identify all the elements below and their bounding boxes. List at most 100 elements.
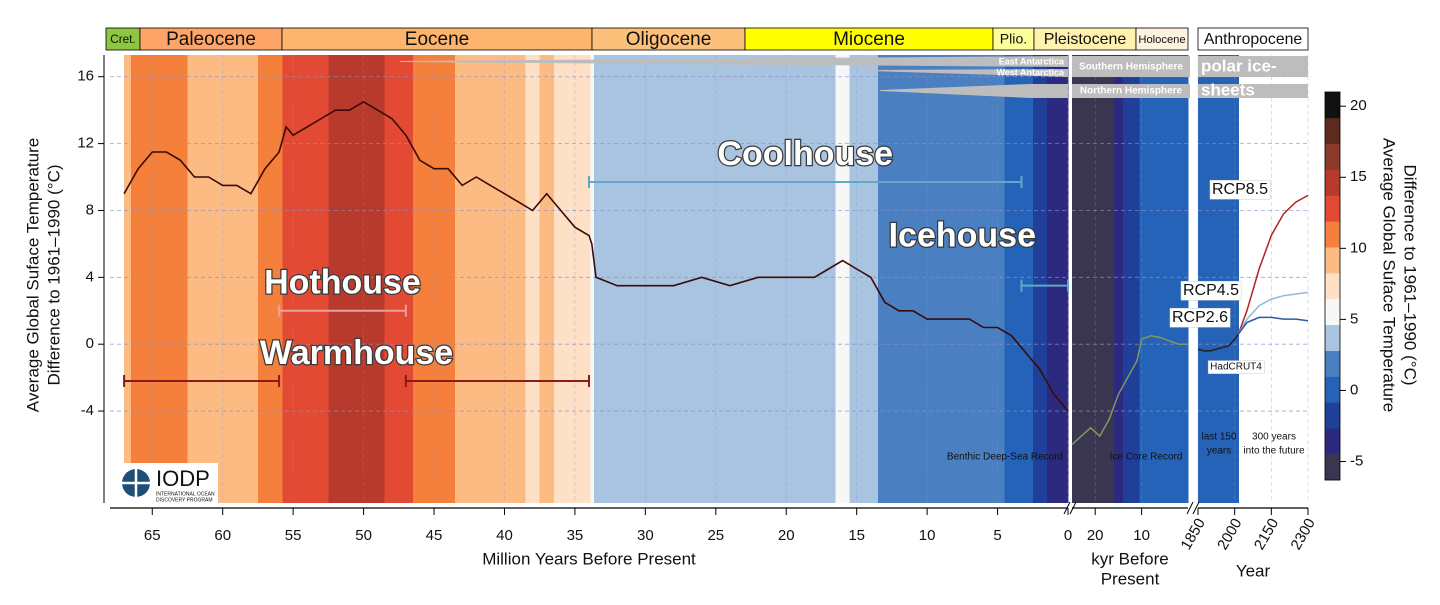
climate-stripe bbox=[1134, 55, 1140, 503]
climate-stripe bbox=[1104, 55, 1115, 503]
temperature-line bbox=[123, 100, 1069, 412]
epoch-label: Eocene bbox=[405, 29, 469, 50]
climate-stripe bbox=[412, 55, 428, 503]
climate-stripe bbox=[257, 55, 273, 503]
climate-stripe bbox=[159, 55, 174, 503]
climate-stripe bbox=[384, 55, 400, 503]
climate-stripe bbox=[1046, 55, 1062, 503]
climate-stripe bbox=[455, 55, 470, 503]
climate-stripe bbox=[483, 55, 499, 503]
temperature-line bbox=[1237, 194, 1309, 335]
state-label: Hothouse bbox=[264, 264, 421, 302]
y-tick-label: 0 bbox=[86, 335, 94, 352]
state-label: Warmhouse bbox=[260, 334, 453, 372]
climate-stripe bbox=[1183, 55, 1189, 503]
axis-break bbox=[1192, 501, 1200, 515]
colorbar-tick-label: 20 bbox=[1350, 97, 1367, 114]
x-tick-label: 20 bbox=[1087, 527, 1104, 544]
colorbar-frame bbox=[1324, 91, 1341, 481]
y-tick-label: 16 bbox=[77, 68, 94, 85]
x-tick-label: 35 bbox=[567, 527, 584, 544]
ice-sheet bbox=[1198, 56, 1308, 77]
ice-sheet bbox=[1072, 84, 1190, 98]
epoch-label: Oligocene bbox=[626, 29, 712, 50]
ice-sheet bbox=[400, 56, 1068, 67]
climate-stripe bbox=[342, 55, 358, 503]
climate-stripe bbox=[511, 55, 527, 503]
x-tick-label: 2300 bbox=[1287, 515, 1318, 552]
axis-break bbox=[1063, 501, 1071, 515]
climate-stripe bbox=[124, 55, 132, 503]
climate-stripe bbox=[1198, 55, 1202, 503]
colorbar-band bbox=[1325, 402, 1340, 429]
climate-stripe bbox=[328, 55, 344, 503]
colorbar-label: Average Global Suface Temperature bbox=[1380, 138, 1399, 412]
climate-stripe bbox=[1155, 55, 1166, 503]
x-tick-label: 1850 bbox=[1177, 515, 1208, 552]
y-tick-label: 12 bbox=[77, 135, 94, 152]
logo-name: IODP bbox=[156, 466, 210, 491]
ice-sheet bbox=[880, 84, 1068, 98]
temperature-line bbox=[1237, 316, 1309, 335]
logo-subtitle: INTERNATIONAL OCEAN bbox=[156, 491, 215, 497]
colorbar-band bbox=[1325, 324, 1340, 351]
epoch-label: Pleistocene bbox=[1044, 31, 1127, 48]
climate-stripe bbox=[877, 55, 893, 503]
climate-stripe bbox=[314, 55, 329, 503]
y-axis-label: Average Global Suface Temperature bbox=[23, 138, 42, 412]
panel-note: years bbox=[1207, 446, 1231, 457]
x-tick-label: 60 bbox=[214, 527, 231, 544]
climate-stripe bbox=[173, 55, 189, 503]
climate-stripe bbox=[1130, 55, 1136, 503]
y-tick-label: -4 bbox=[81, 402, 94, 419]
climate-stripe bbox=[497, 55, 513, 503]
climate-stripe bbox=[131, 55, 146, 503]
climate-stripe bbox=[715, 55, 745, 503]
climate-stripe bbox=[243, 55, 259, 503]
climate-stripe bbox=[1207, 55, 1214, 503]
state-label: Icehouse bbox=[889, 217, 1036, 255]
climate-stripe bbox=[976, 55, 992, 503]
series-label: HadCRUT4 bbox=[1210, 362, 1262, 373]
x-tick-label: 2000 bbox=[1214, 515, 1245, 552]
colorbar-band bbox=[1325, 169, 1340, 196]
colorbar-band bbox=[1325, 195, 1340, 222]
colorbar-label: Difference to 1961–1990 (°C) bbox=[1401, 164, 1420, 385]
ice-sheet-title: polar ice- bbox=[1201, 56, 1277, 75]
colorbar-tick-label: 15 bbox=[1350, 168, 1367, 185]
x-tick-label: 2150 bbox=[1251, 515, 1282, 552]
x-axis-label: Present bbox=[1101, 569, 1160, 588]
label-box bbox=[1169, 307, 1231, 328]
climate-stripe bbox=[1174, 55, 1184, 503]
x-tick-label: 10 bbox=[919, 527, 936, 544]
state-label: Coolhouse bbox=[717, 135, 893, 173]
y-tick-label: 8 bbox=[86, 201, 94, 218]
series-label: RCP2.6 bbox=[1172, 309, 1228, 326]
label-box bbox=[1180, 280, 1242, 301]
epoch-label: Plio. bbox=[1000, 31, 1027, 47]
label-box bbox=[1207, 360, 1265, 374]
x-tick-label: 0 bbox=[1064, 527, 1072, 544]
colorbar-band bbox=[1325, 376, 1340, 403]
climate-stripe bbox=[962, 55, 978, 503]
climate-stripe bbox=[743, 55, 773, 503]
climate-stripe bbox=[1018, 55, 1034, 503]
climate-stripe bbox=[606, 55, 632, 503]
ice-sheet bbox=[1198, 84, 1308, 98]
climate-stripe bbox=[687, 55, 717, 503]
climate-stripe bbox=[567, 55, 583, 503]
x-tick-label: 15 bbox=[848, 527, 865, 544]
y-axis-label: Difference to 1961–1990 (°C) bbox=[44, 164, 63, 385]
climate-stripe bbox=[590, 55, 595, 503]
ice-sheet-label: Southern Hemisphere bbox=[1079, 62, 1183, 73]
label-box bbox=[1209, 179, 1271, 200]
climate-stripe bbox=[835, 55, 851, 503]
x-tick-label: 45 bbox=[426, 527, 443, 544]
series-label: Ice Core Record bbox=[1110, 452, 1183, 463]
climate-stripe bbox=[1060, 55, 1069, 503]
climate-stripe bbox=[934, 55, 949, 503]
climate-stripe bbox=[398, 55, 414, 503]
climate-stripe bbox=[441, 55, 456, 503]
climate-stripe bbox=[891, 55, 907, 503]
climate-stripe bbox=[1072, 55, 1078, 503]
